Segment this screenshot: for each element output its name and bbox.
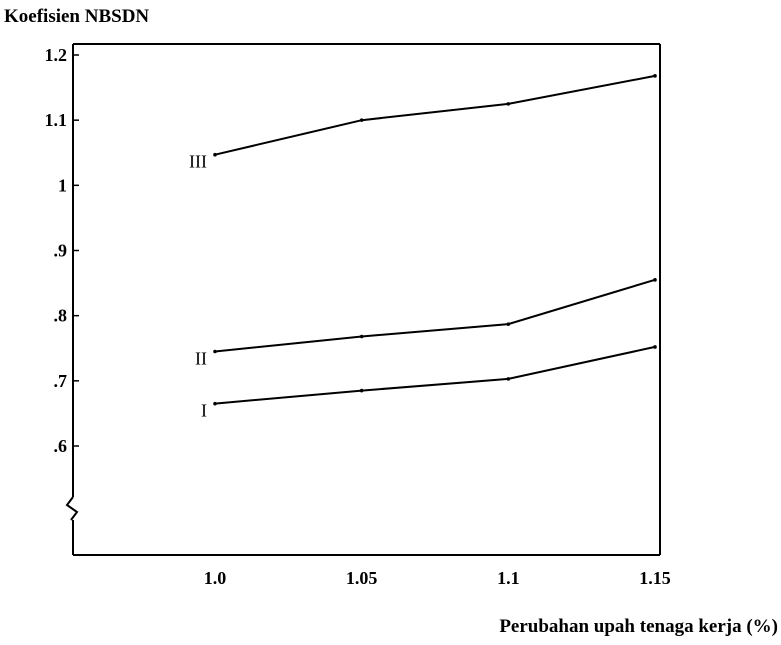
y-tick-label: .7 xyxy=(54,371,68,391)
series-label-III: III xyxy=(189,152,207,172)
y-tick-label: 1 xyxy=(58,175,67,195)
series-label-I: I xyxy=(201,401,207,421)
series-line-II xyxy=(214,278,656,353)
series-point-II xyxy=(506,322,511,326)
series-line-III xyxy=(214,74,656,156)
y-tick-label: .6 xyxy=(54,436,68,456)
series-point-I xyxy=(506,377,511,381)
series-point-III xyxy=(653,74,657,78)
series-point-III xyxy=(213,152,217,157)
x-tick-label: 1.15 xyxy=(639,568,671,588)
series-line-I xyxy=(214,345,656,405)
series-point-II xyxy=(213,349,217,354)
series-point-I xyxy=(653,345,657,349)
y-axis-label: Koefisien NBSDN xyxy=(4,6,149,27)
x-tick-label: 1.0 xyxy=(204,568,227,588)
series-label-II: II xyxy=(195,349,207,369)
series-point-I xyxy=(213,401,217,406)
x-tick-label: 1.1 xyxy=(497,568,520,588)
series-point-III xyxy=(359,118,364,122)
series-point-III xyxy=(506,102,511,106)
series-point-II xyxy=(359,334,364,339)
y-tick-label: .9 xyxy=(54,241,68,261)
y-tick-label: 1.1 xyxy=(45,110,68,130)
y-axis-break xyxy=(65,496,79,521)
x-tick-label: 1.05 xyxy=(346,568,378,588)
series-point-I xyxy=(359,388,364,393)
x-axis-label: Perubahan upah tenaga kerja (%) xyxy=(499,616,778,637)
series-point-II xyxy=(653,278,657,282)
y-tick-label: .8 xyxy=(54,306,68,326)
y-tick-label: 1.2 xyxy=(45,45,68,65)
